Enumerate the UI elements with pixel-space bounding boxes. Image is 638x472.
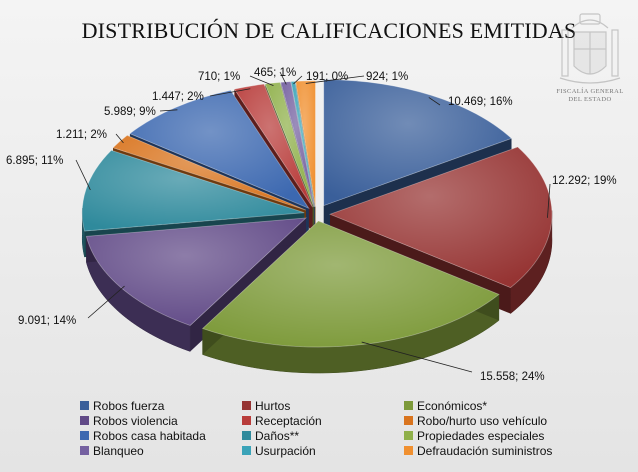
data-label-7: 1.447; 2% bbox=[152, 91, 204, 103]
leader-line-6 bbox=[159, 109, 178, 112]
leader-line-0 bbox=[428, 97, 441, 106]
legend-label: Receptación bbox=[255, 413, 322, 428]
legend-item: Robos casa habitada bbox=[80, 428, 242, 443]
pie-slice-highlight-9 bbox=[280, 81, 315, 207]
pie-slice-highlight-11 bbox=[295, 80, 316, 207]
legend-swatch bbox=[242, 401, 251, 410]
legend-label: Defraudación suministros bbox=[417, 443, 553, 458]
legend-item: Usurpación bbox=[242, 443, 404, 458]
leader-line-4 bbox=[75, 159, 91, 191]
watermark-line2: DEL ESTADO bbox=[568, 96, 612, 103]
watermark-text: FISCALÍA GENERAL DEL ESTADO bbox=[548, 88, 632, 104]
pie-slice-highlight-1 bbox=[329, 147, 552, 288]
legend-swatch bbox=[242, 431, 251, 440]
legend-label: Económicos* bbox=[417, 398, 488, 413]
data-label-1: 12.292; 19% bbox=[552, 175, 617, 187]
legend-swatch bbox=[80, 416, 89, 425]
legend-label: Usurpación bbox=[255, 443, 316, 458]
legend-item: Blanqueo bbox=[80, 443, 242, 458]
data-label-3: 9.091; 14% bbox=[18, 315, 76, 327]
legend-label: Hurtos bbox=[255, 398, 291, 413]
data-label-9: 465; 1% bbox=[254, 67, 296, 79]
pie-slice-highlight-7 bbox=[234, 84, 313, 208]
legend-item: Hurtos bbox=[242, 398, 404, 413]
data-label-4: 6.895; 11% bbox=[6, 155, 63, 167]
leader-line-8 bbox=[249, 75, 274, 86]
leader-line-7 bbox=[209, 88, 251, 97]
legend-swatch bbox=[404, 416, 413, 425]
leader-line-5 bbox=[115, 133, 124, 144]
data-label-6: 5.989; 9% bbox=[104, 106, 156, 118]
legend-label: Blanqueo bbox=[93, 443, 144, 458]
leader-line-3 bbox=[87, 285, 125, 319]
pie-slice-highlight-8 bbox=[265, 82, 314, 207]
legend-item: Defraudación suministros bbox=[404, 443, 600, 458]
leader-line-9 bbox=[279, 71, 287, 85]
pie-slice-highlight-2 bbox=[202, 221, 499, 348]
legend-swatch bbox=[242, 416, 251, 425]
legend-swatch bbox=[242, 446, 251, 455]
legend-label: Robos violencia bbox=[93, 413, 178, 428]
leader-line-1 bbox=[547, 183, 551, 218]
legend-label: Robos casa habitada bbox=[93, 428, 206, 443]
legend-item: Robos violencia bbox=[80, 413, 242, 428]
leader-line-2 bbox=[361, 341, 473, 373]
legend-label: Robo/hurto uso vehículo bbox=[417, 413, 548, 428]
chart-legend: Robos fuerza Hurtos Económicos* Robos viole… bbox=[80, 398, 600, 458]
legend-item: Daños** bbox=[242, 428, 404, 443]
legend-label: Robos fuerza bbox=[93, 398, 165, 413]
legend-swatch bbox=[80, 446, 89, 455]
data-label-8: 710; 1% bbox=[198, 71, 240, 83]
legend-item: Robo/hurto uso vehículo bbox=[404, 413, 600, 428]
pie-slice-highlight-3 bbox=[86, 217, 306, 326]
leader-line-11 bbox=[305, 75, 365, 84]
legend-swatch bbox=[404, 401, 413, 410]
legend-swatch bbox=[80, 401, 89, 410]
legend-swatch bbox=[80, 431, 89, 440]
legend-label: Daños** bbox=[255, 428, 300, 443]
legend-swatch bbox=[404, 431, 413, 440]
coat-of-arms-watermark bbox=[559, 13, 621, 84]
data-label-10: 191; 0% bbox=[306, 71, 348, 83]
legend-item: Robos fuerza bbox=[80, 398, 242, 413]
data-label-5: 1.211; 2% bbox=[56, 129, 107, 141]
pie-slice-highlight-6 bbox=[129, 90, 309, 209]
legend-label: Propiedades especiales bbox=[417, 428, 545, 443]
data-label-2: 15.558; 24% bbox=[480, 371, 545, 383]
watermark-line1: FISCALÍA GENERAL bbox=[556, 88, 624, 95]
pie-slice-highlight-4 bbox=[82, 150, 305, 232]
pie-slice-highlight-0 bbox=[323, 79, 512, 206]
chart-title: DISTRIBUCIÓN DE CALIFICACIONES EMITIDAS bbox=[81, 18, 577, 43]
data-label-11: 924; 1% bbox=[366, 71, 408, 83]
legend-item: Receptación bbox=[242, 413, 404, 428]
legend-item: Propiedades especiales bbox=[404, 428, 600, 443]
legend-item: Económicos* bbox=[404, 398, 600, 413]
data-label-0: 10.469; 16% bbox=[448, 96, 513, 108]
legend-swatch bbox=[404, 446, 413, 455]
pie-slice-highlight-5 bbox=[113, 135, 306, 211]
pie-slice-highlight-10 bbox=[291, 81, 315, 207]
leader-line-10 bbox=[293, 75, 303, 85]
